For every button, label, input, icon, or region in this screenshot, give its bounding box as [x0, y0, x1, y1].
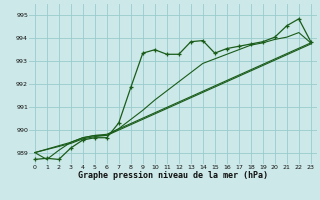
X-axis label: Graphe pression niveau de la mer (hPa): Graphe pression niveau de la mer (hPa): [78, 171, 268, 180]
